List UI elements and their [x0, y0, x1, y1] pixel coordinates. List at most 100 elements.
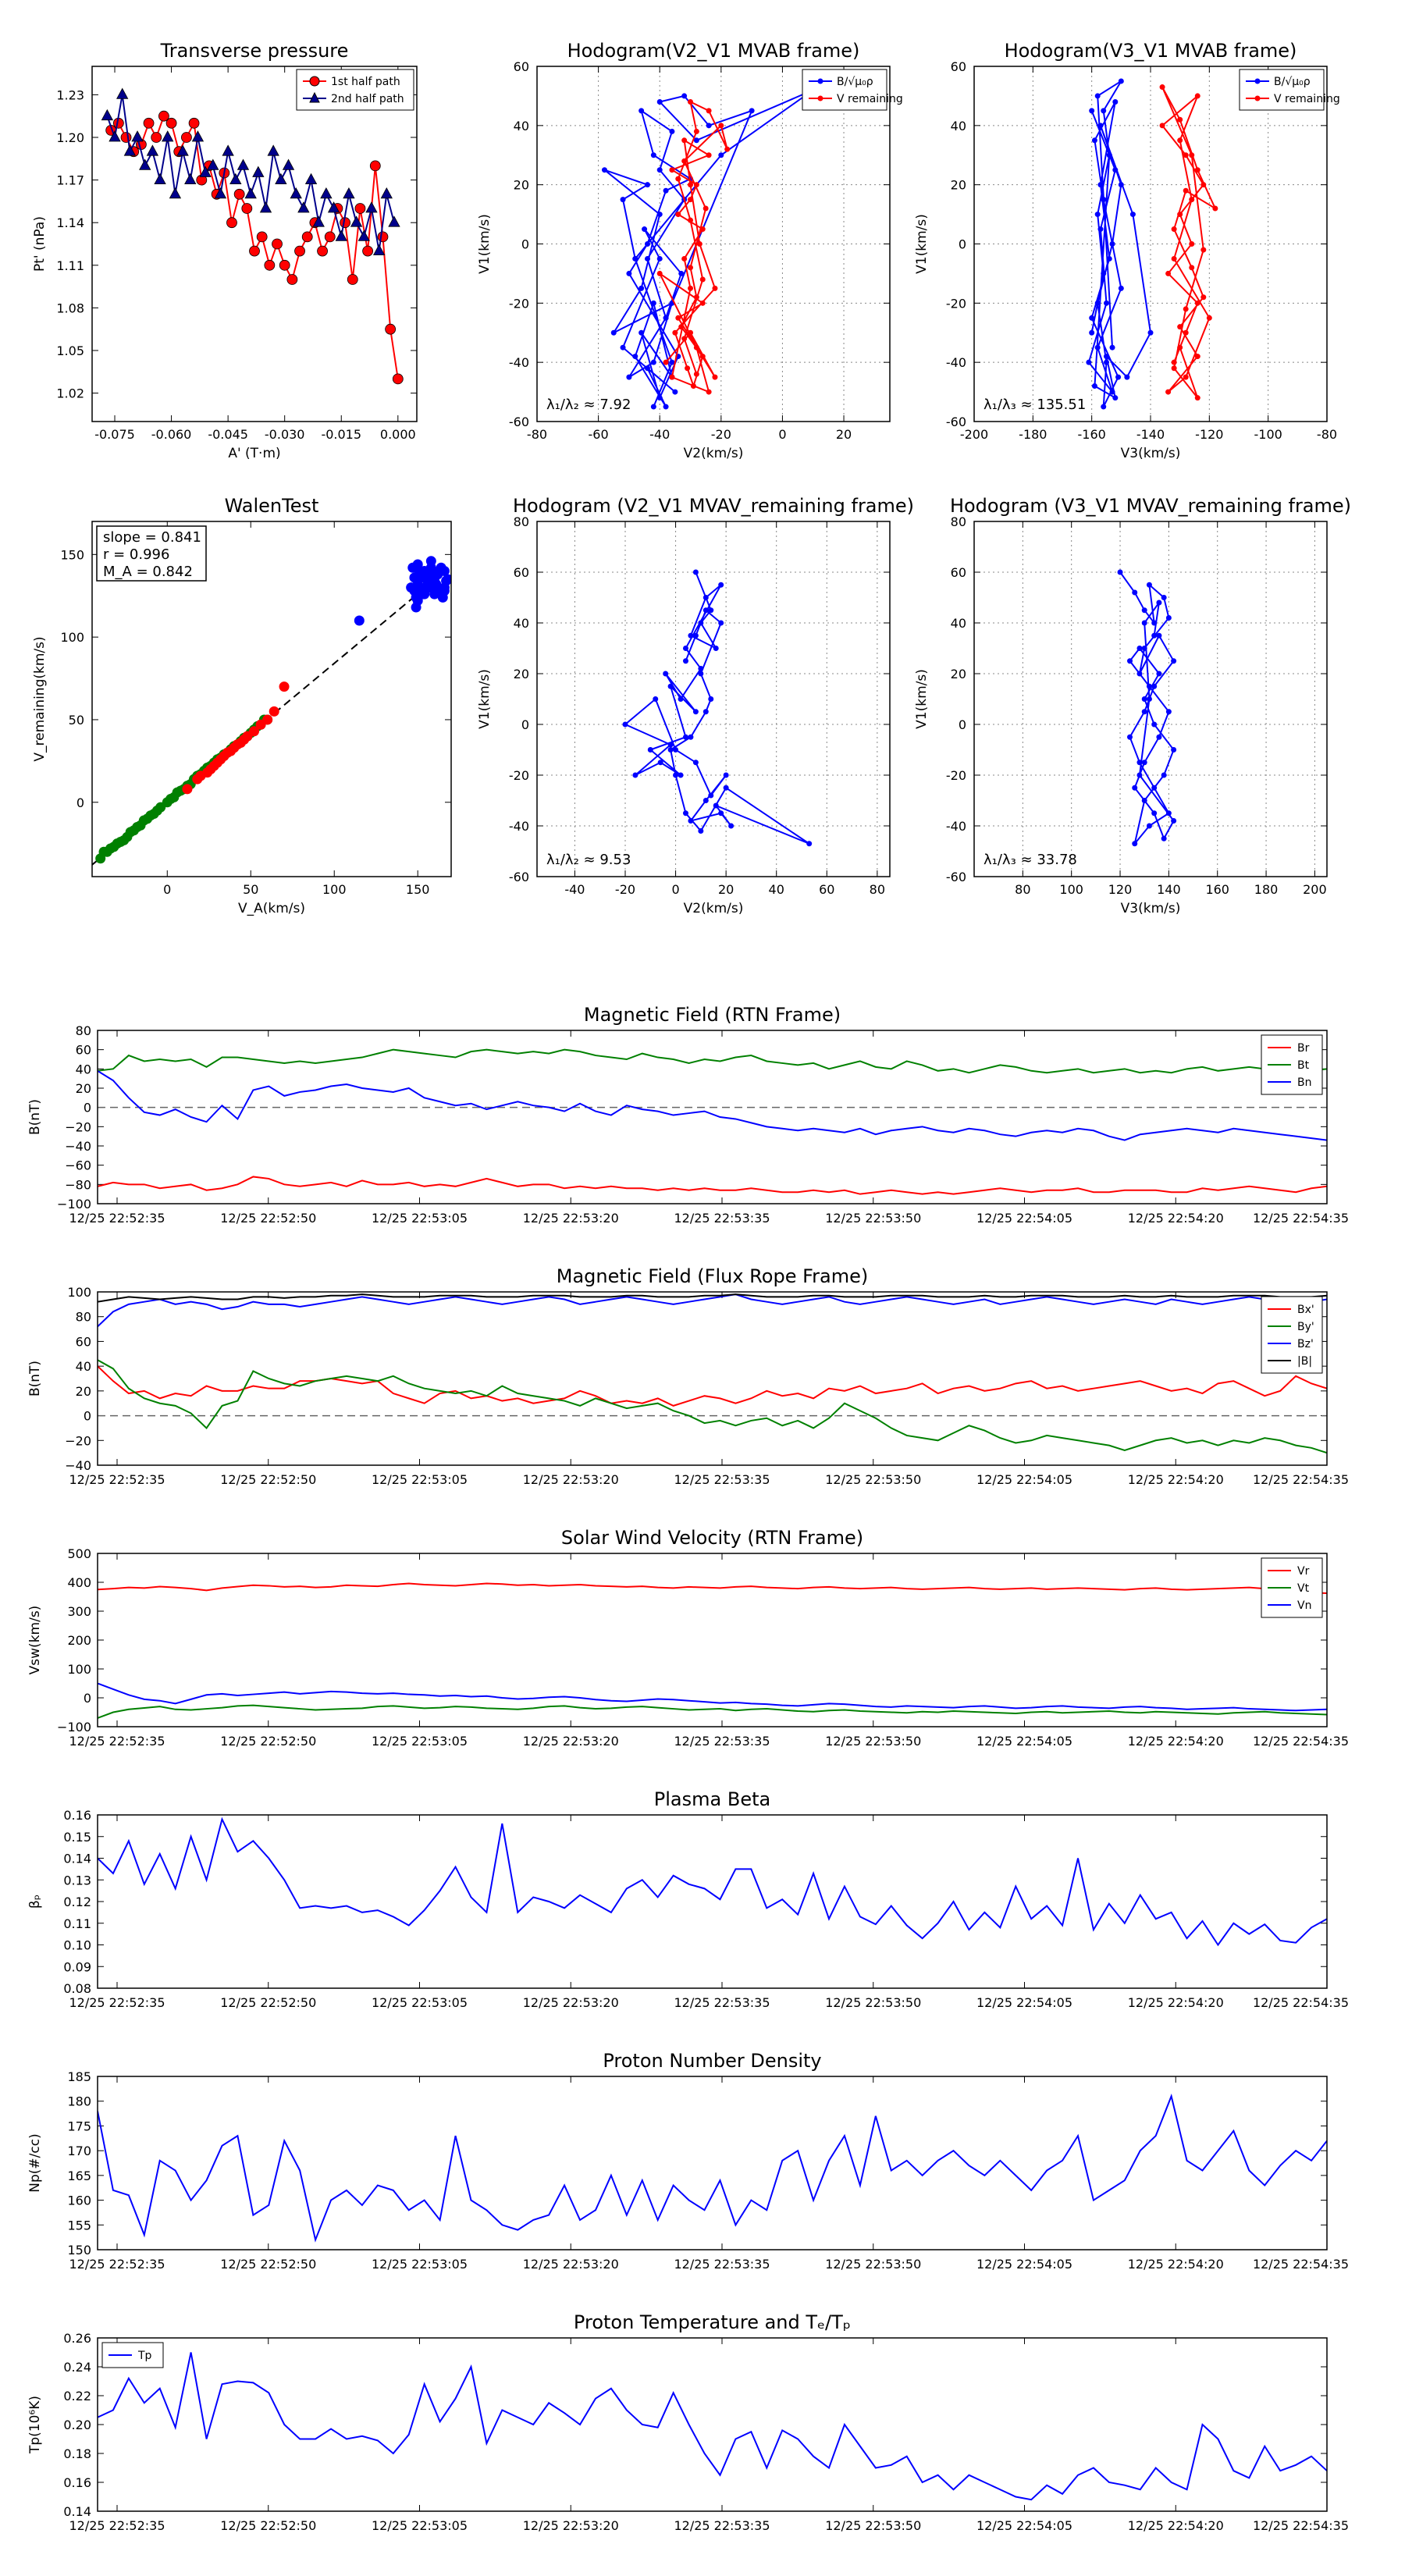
- legend: B/√μ₀ρ V remaining: [1239, 69, 1340, 111]
- y-tick-label: 40: [951, 616, 966, 631]
- x-tick-label: -40: [649, 427, 670, 442]
- series-line-beta: [98, 1816, 1327, 1947]
- data-point: [673, 747, 679, 753]
- x-axis-label: V_A(km/s): [238, 901, 305, 916]
- y-axis-label: Pt' (nPa): [32, 216, 48, 272]
- data-point: [688, 182, 694, 188]
- x-tick-label: 12/25 22:52:50: [220, 1995, 316, 2010]
- data-point: [1117, 569, 1123, 575]
- chart-title: Proton Temperature and Tₑ/Tₚ: [574, 2311, 851, 2333]
- x-tick-label: 12/25 22:54:05: [976, 1995, 1072, 2010]
- chart-hodo1: Hodogram(V2_V1 MVAB frame)-80 -60 -40 -20 0 2…: [477, 40, 903, 461]
- data-point: [667, 747, 674, 753]
- y-tick-label: −20: [65, 1433, 91, 1448]
- data-point: [1101, 197, 1107, 203]
- x-tick-label: 12/25 22:54:05: [976, 1211, 1072, 1226]
- y-tick-label: -60: [946, 870, 966, 884]
- data-point: [632, 772, 638, 778]
- data-point: [657, 760, 663, 766]
- data-point: [290, 187, 302, 199]
- data-point: [365, 201, 378, 213]
- data-point: [688, 818, 694, 824]
- plot-area: [98, 1582, 1327, 1719]
- data-point: [181, 132, 192, 143]
- data-point: [151, 132, 162, 143]
- data-point: [1118, 78, 1124, 84]
- plot-area: [101, 87, 404, 385]
- data-point: [199, 165, 212, 177]
- data-point: [644, 182, 650, 188]
- data-point: [718, 152, 724, 158]
- y-tick-label: 80: [76, 1023, 91, 1038]
- data-point: [1141, 760, 1147, 766]
- data-point: [214, 187, 227, 199]
- series-2nd-half-path: [101, 87, 400, 256]
- legend: Bx' By' Bz' |B|: [1261, 1296, 1323, 1374]
- y-tick-label: 1.23: [56, 87, 84, 102]
- y-tick-label: 60: [951, 59, 966, 74]
- stats-text: M_A = 0.842: [103, 564, 193, 580]
- data-point: [1194, 167, 1200, 173]
- x-tick-label: 12/25 22:53:20: [523, 1995, 619, 2010]
- y-tick-label: 0.20: [63, 2418, 91, 2432]
- data-point: [312, 215, 325, 227]
- y-tick-label: 40: [514, 616, 529, 631]
- data-point: [1171, 658, 1177, 664]
- x-tick-label: 12/25 22:52:35: [69, 1734, 165, 1749]
- legend-label: 1st half path: [331, 76, 400, 88]
- data-point: [698, 828, 704, 834]
- data-point: [188, 117, 200, 129]
- legend-marker: [817, 95, 823, 101]
- chart-title: Magnetic Field (Flux Rope Frame): [557, 1265, 868, 1287]
- x-tick-label: 12/25 22:53:50: [825, 1472, 921, 1487]
- legend-label: Bt: [1297, 1059, 1310, 1072]
- y-tick-label: 0.11: [63, 1916, 91, 1931]
- y-tick-label: 1.17: [56, 173, 84, 188]
- x-tick-label: 0: [163, 882, 171, 897]
- x-tick-label: 0: [778, 427, 786, 442]
- x-tick-label: 20: [836, 427, 852, 442]
- y-tick-label: 0.14: [63, 1852, 91, 1866]
- series-line: [1087, 80, 1152, 407]
- ratio-annotation: λ₁/λ₃ ≈ 135.51: [984, 397, 1086, 413]
- data-point: [638, 108, 645, 114]
- data-point: [1177, 212, 1183, 218]
- chart-title: Hodogram(V3_V1 MVAB frame): [1005, 40, 1297, 62]
- data-point: [644, 255, 650, 262]
- data-point: [241, 203, 253, 214]
- data-point: [131, 130, 144, 142]
- data-point: [669, 359, 675, 365]
- data-point: [1206, 315, 1212, 321]
- x-tick-label: -180: [1019, 427, 1047, 442]
- data-point: [702, 607, 709, 614]
- plot-frame: [91, 66, 418, 422]
- legend-label: Vt: [1297, 1582, 1310, 1595]
- legend-label: Bx': [1297, 1304, 1314, 1316]
- series-b-: [601, 87, 816, 410]
- data-point: [165, 794, 176, 805]
- data-point: [1183, 187, 1189, 194]
- y-axis-label: Tp(10⁶K): [27, 2396, 43, 2454]
- y-axis-label: βₚ: [27, 1895, 43, 1909]
- data-point: [145, 810, 156, 821]
- x-tick-label: -0.015: [321, 427, 361, 442]
- data-point: [1165, 810, 1172, 817]
- y-tick-label: -20: [946, 768, 966, 783]
- x-tick-label: 12/25 22:52:50: [220, 1211, 316, 1226]
- data-point: [1171, 747, 1177, 753]
- series-blue: [354, 556, 451, 626]
- data-point: [249, 726, 260, 737]
- data-point: [610, 329, 617, 336]
- ratio-annotation: λ₁/λ₃ ≈ 33.78: [984, 852, 1077, 868]
- data-point: [1194, 93, 1200, 99]
- data-point: [626, 270, 632, 276]
- data-point: [1141, 646, 1147, 651]
- data-point: [718, 582, 724, 588]
- series-line-b: [98, 1293, 1327, 1303]
- data-point: [693, 182, 699, 188]
- y-tick-label: 1.11: [56, 258, 84, 273]
- y-tick-label: 0.09: [63, 1959, 91, 1974]
- data-point: [713, 646, 719, 651]
- data-point: [207, 158, 219, 170]
- data-point: [1109, 389, 1115, 395]
